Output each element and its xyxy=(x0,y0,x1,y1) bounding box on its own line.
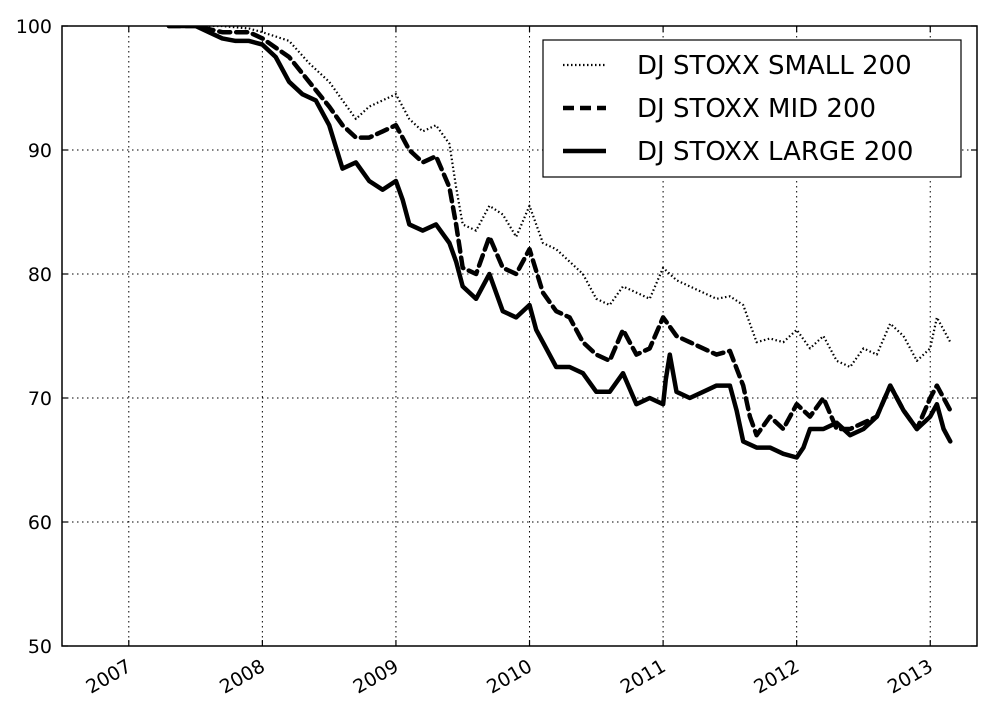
y-tick-label: 70 xyxy=(28,388,52,410)
x-tick-label: 2007 xyxy=(82,655,135,698)
legend-label: DJ STOXX LARGE 200 xyxy=(637,137,913,167)
legend-label: DJ STOXX SMALL 200 xyxy=(637,51,912,81)
legend-box xyxy=(542,39,962,178)
series-line-solid xyxy=(166,26,953,460)
x-tick-label: 2012 xyxy=(750,655,803,698)
x-tick-label: 2008 xyxy=(216,655,269,698)
plot-frame xyxy=(61,25,978,647)
x-tick-label: 2009 xyxy=(350,655,403,698)
y-tick-label: 100 xyxy=(16,16,52,38)
y-tick-label: 90 xyxy=(28,140,52,162)
y-tick-label: 80 xyxy=(28,264,52,286)
x-tick-label: 2011 xyxy=(617,655,670,698)
legend: DJ STOXX SMALL 200 DJ STOXX MID 200 DJ STO… xyxy=(542,39,962,178)
y-tick-label: 50 xyxy=(28,636,52,658)
legend-label: DJ STOXX MID 200 xyxy=(637,94,876,124)
x-tick-label: 2013 xyxy=(884,655,937,698)
series-layer xyxy=(166,26,953,460)
x-tick-label: 2010 xyxy=(483,655,536,698)
grid-layer xyxy=(62,26,977,646)
y-tick-label: 60 xyxy=(28,512,52,534)
